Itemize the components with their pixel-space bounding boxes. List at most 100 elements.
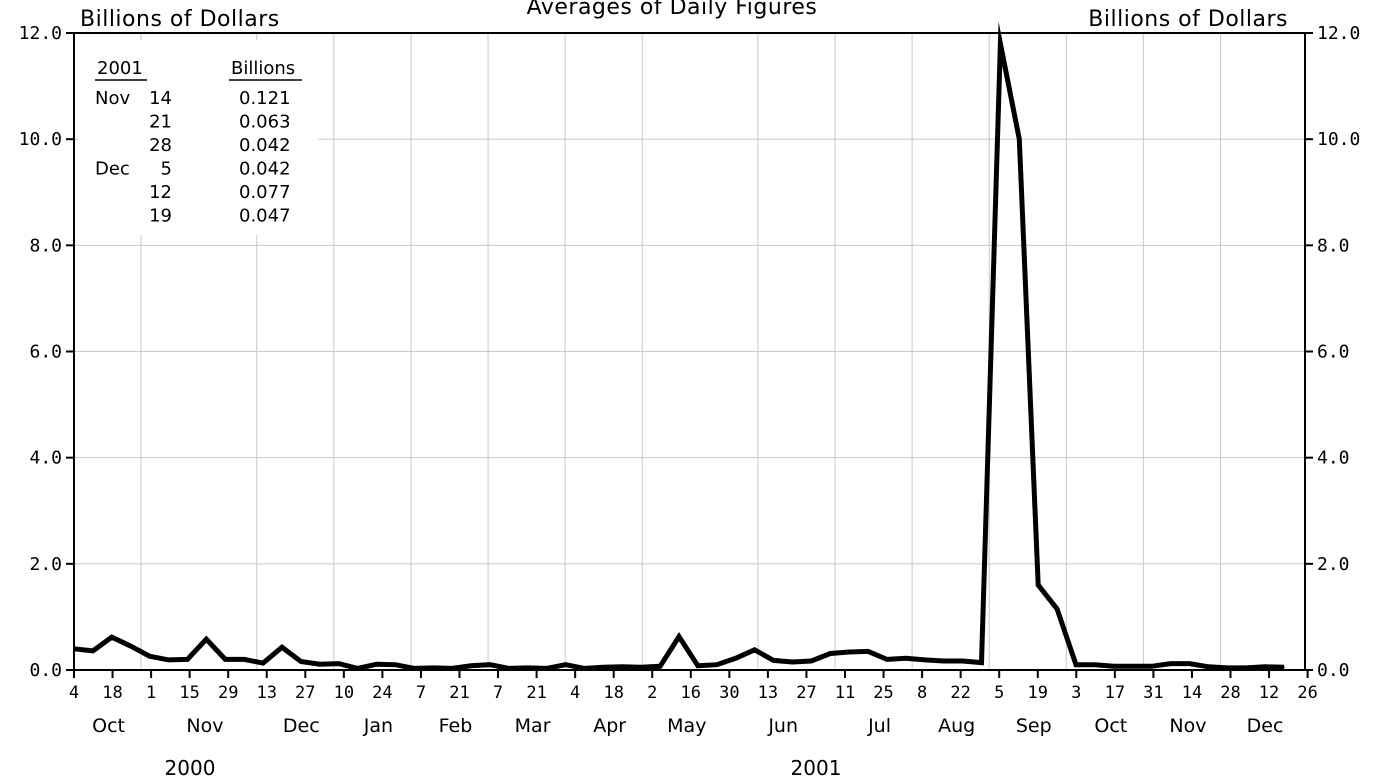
data-point xyxy=(999,42,1002,45)
month-label: Oct xyxy=(1094,715,1127,737)
data-point xyxy=(659,665,661,668)
data-point xyxy=(1169,662,1172,665)
data-point xyxy=(111,636,113,638)
y-tick-label: 2.0 xyxy=(29,554,62,575)
data-point xyxy=(1264,666,1266,668)
month-label: Nov xyxy=(1169,715,1206,737)
data-point xyxy=(1113,665,1115,668)
data-point xyxy=(243,658,245,661)
data-point xyxy=(678,635,680,638)
month-label: Nov xyxy=(186,715,223,737)
x-tick-label: 30 xyxy=(719,683,739,703)
x-tick-label: 31 xyxy=(1143,683,1163,703)
data-point xyxy=(451,667,453,670)
x-tick-label: 5 xyxy=(994,683,1004,703)
inset-row-day: 14 xyxy=(149,88,172,109)
y-axis-right: 0.0 2.0 4.0 6.0 8.0 10.0 12.0 xyxy=(1305,23,1360,681)
x-tick-label: 1 xyxy=(146,683,156,703)
x-tick-label: 16 xyxy=(681,683,701,703)
year-label: 2001 xyxy=(791,756,842,780)
data-point xyxy=(640,666,642,669)
y-tick-label: 8.0 xyxy=(29,235,62,256)
x-tick-label: 3 xyxy=(1071,683,1081,703)
month-label: Dec xyxy=(283,715,320,737)
y-tick-label: 6.0 xyxy=(1317,342,1350,363)
y-tick-label: 2.0 xyxy=(1317,554,1350,575)
inset-row-month: Dec xyxy=(95,159,130,180)
inset-row-month: Nov xyxy=(95,88,130,109)
data-point xyxy=(527,667,529,669)
x-tick-label: 21 xyxy=(526,683,546,703)
month-label: Oct xyxy=(92,715,125,737)
data-point xyxy=(356,667,359,670)
data-point xyxy=(129,645,132,647)
data-point xyxy=(1037,584,1039,586)
month-label: Feb xyxy=(439,715,473,737)
x-tick-label: 18 xyxy=(102,683,122,703)
x-tick-label: 2 xyxy=(647,683,657,703)
x-tick-label: 12 xyxy=(1259,683,1279,703)
data-point xyxy=(300,660,302,663)
x-tick-label: 22 xyxy=(950,683,970,703)
inset-header-year: 2001 xyxy=(97,58,143,79)
inset-row-value: 0.063 xyxy=(239,112,291,133)
x-tick-label: 4 xyxy=(570,683,580,703)
data-point xyxy=(1018,138,1021,140)
data-point xyxy=(73,648,75,650)
data-point xyxy=(564,663,567,666)
data-point xyxy=(697,665,699,667)
x-tick-label: 15 xyxy=(179,683,199,703)
data-point xyxy=(545,667,548,670)
x-tick-label: 17 xyxy=(1105,683,1125,703)
inset-row-day: 21 xyxy=(149,112,172,133)
data-point xyxy=(961,660,964,662)
y-tick-label: 0.0 xyxy=(29,660,62,681)
x-tick-label: 11 xyxy=(835,683,855,703)
data-point xyxy=(1150,665,1153,668)
x-tick-label: 13 xyxy=(257,683,277,703)
data-point xyxy=(432,667,435,669)
y-tick-label: 4.0 xyxy=(29,448,62,469)
data-point xyxy=(1245,667,1247,669)
inset-background xyxy=(78,40,318,235)
data-point xyxy=(810,660,813,662)
x-tick-label: 24 xyxy=(372,683,392,703)
month-label: Jan xyxy=(363,715,393,737)
data-point xyxy=(791,661,794,663)
month-labels: Oct Nov Dec Jan Feb Mar Apr May Jun Jul Aug Sep Oct N… xyxy=(92,715,1283,737)
x-tick-label: 21 xyxy=(449,683,469,703)
x-tick-label: 18 xyxy=(603,683,623,703)
data-point xyxy=(394,663,397,666)
y-tick-label: 8.0 xyxy=(1317,235,1350,256)
inset-row-value: 0.077 xyxy=(239,182,291,203)
chart-title: Averages of Daily Figures xyxy=(527,0,818,20)
data-point xyxy=(224,658,227,661)
x-tick-label: 26 xyxy=(1297,683,1317,703)
data-point xyxy=(337,662,340,665)
x-tick-label: 14 xyxy=(1182,683,1202,703)
x-tick-label: 4 xyxy=(69,683,79,703)
data-point xyxy=(1094,663,1096,666)
data-point xyxy=(186,658,189,661)
y-tick-label: 10.0 xyxy=(1317,129,1360,150)
month-label: Mar xyxy=(515,715,551,737)
data-point xyxy=(621,666,624,668)
data-point xyxy=(508,667,510,670)
data-point xyxy=(92,650,94,652)
data-point xyxy=(148,655,151,657)
month-label: May xyxy=(667,715,706,737)
data-point xyxy=(583,667,586,670)
data-point xyxy=(375,663,378,665)
year-labels: 2000 2001 xyxy=(165,756,842,780)
y-tick-label: 12.0 xyxy=(19,23,62,44)
inset-row-value: 0.042 xyxy=(239,159,291,180)
y-tick-label: 6.0 xyxy=(29,342,62,363)
data-point xyxy=(413,667,416,670)
data-point xyxy=(980,661,983,664)
inset-row-day: 28 xyxy=(149,135,172,156)
data-point xyxy=(167,659,170,661)
x-tick-label: 19 xyxy=(1028,683,1048,703)
data-point xyxy=(734,657,737,660)
x-tick-label: 7 xyxy=(493,683,503,703)
series-points xyxy=(73,42,1285,670)
